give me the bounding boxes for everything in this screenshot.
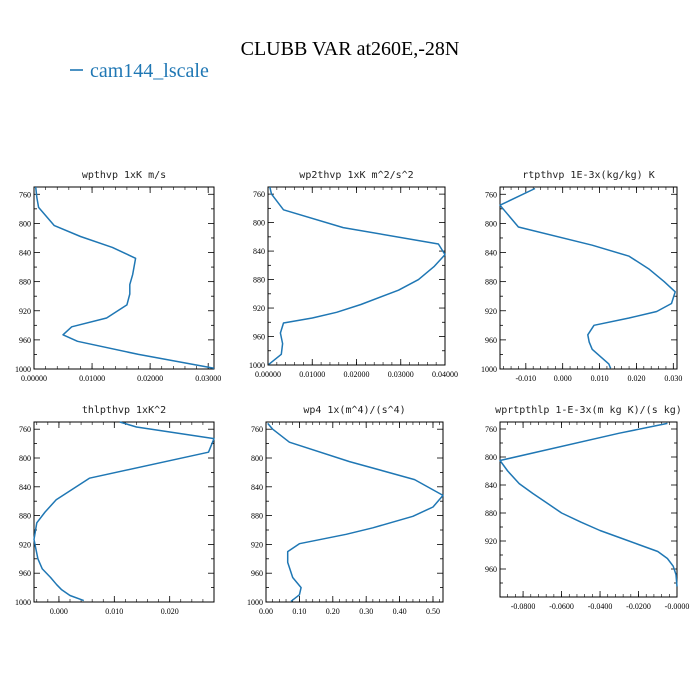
x-tick-label: 0.03000 <box>195 374 221 383</box>
y-tick-label: 800 <box>251 454 263 463</box>
subplot-2: wp2thvp 1xK m^2/s^2 760 800 840 880 920 960 100… <box>249 170 458 379</box>
y-tick-label: 960 <box>485 565 497 574</box>
figure-title: CLUBB VAR at260E,-28N <box>241 38 460 60</box>
y-tick-label: 1000 <box>481 365 497 374</box>
subplot-title: wpthvp 1xK m/s <box>82 170 166 181</box>
y-tick-label: 920 <box>19 307 31 316</box>
plot-frame <box>33 186 215 370</box>
y-tick-label: 1000 <box>249 361 265 370</box>
x-tick-label: 0.010 <box>591 374 609 383</box>
plot-frame <box>499 421 678 598</box>
series-line-cam144-lscale <box>268 186 446 365</box>
y-tick-label: 880 <box>251 512 263 521</box>
x-tick-label: 0.00 <box>259 607 273 616</box>
y-tick-label: 760 <box>19 425 31 434</box>
series-line-cam144-lscale <box>499 187 676 369</box>
y-tick-label: 800 <box>485 453 497 462</box>
x-tick-label: 0.03000 <box>388 370 414 379</box>
x-tick-label: 0.00000 <box>255 370 281 379</box>
x-tick-label: 0.01000 <box>79 374 105 383</box>
y-tick-label: 920 <box>19 540 31 549</box>
y-tick-label: 920 <box>485 307 497 316</box>
subplot-title: thlpthvp 1xK^2 <box>82 405 166 416</box>
series-line-cam144-lscale <box>267 422 444 602</box>
x-tick-label: 0.02000 <box>344 370 370 379</box>
x-tick-label: -0.0600 <box>549 602 574 611</box>
x-tick-label: 0.00000 <box>21 374 47 383</box>
y-tick-label: 880 <box>485 278 497 287</box>
y-tick-label: 880 <box>19 278 31 287</box>
y-tick-label: 960 <box>19 336 31 345</box>
x-tick-label: 0.30 <box>359 607 373 616</box>
subplot-title: wp4 1x(m^4)/(s^4) <box>303 405 405 416</box>
x-tick-label: 0.40 <box>393 607 407 616</box>
x-tick-label: 0.20 <box>326 607 340 616</box>
plot-frame <box>265 421 444 603</box>
y-tick-label: 920 <box>251 540 263 549</box>
x-tick-label: -0.0400 <box>588 602 613 611</box>
y-tick-label: 760 <box>19 190 31 199</box>
x-tick-label: 0.020 <box>627 374 645 383</box>
y-tick-label: 960 <box>19 569 31 578</box>
plot-frame <box>499 186 678 370</box>
y-tick-label: 1000 <box>15 365 31 374</box>
x-tick-label: 0.04000 <box>432 370 458 379</box>
x-tick-label: 0.50 <box>426 607 440 616</box>
subplot-6: wprtpthlp 1-E-3x(m kg K)/(s kg) 760 800 840… <box>485 405 689 611</box>
x-tick-label: -0.010 <box>515 374 536 383</box>
x-tick-label: -0.0800 <box>511 602 536 611</box>
y-tick-label: 760 <box>253 190 265 199</box>
y-tick-label: 800 <box>19 454 31 463</box>
x-tick-label: 0.000 <box>50 607 68 616</box>
y-tick-label: 960 <box>251 569 263 578</box>
y-tick-label: 840 <box>485 249 497 258</box>
y-tick-label: 920 <box>485 537 497 546</box>
subplot-title: wp2thvp 1xK m^2/s^2 <box>299 170 413 181</box>
y-tick-label: 880 <box>485 509 497 518</box>
subplot-title: rtpthvp 1E-3x(kg/kg) K <box>522 170 654 181</box>
series-line-cam144-lscale <box>33 421 215 602</box>
y-tick-label: 760 <box>485 425 497 434</box>
x-tick-label: -0.0000 <box>665 602 690 611</box>
y-tick-label: 1000 <box>15 598 31 607</box>
x-tick-label: 0.010 <box>105 607 123 616</box>
y-tick-label: 760 <box>251 425 263 434</box>
y-tick-label: 880 <box>253 276 265 285</box>
y-tick-label: 800 <box>19 219 31 228</box>
y-tick-label: 760 <box>485 190 497 199</box>
subplot-3: rtpthvp 1E-3x(kg/kg) K 760 800 840 880 920 960… <box>481 170 682 383</box>
series-line-cam144-lscale <box>499 422 678 587</box>
y-tick-label: 840 <box>19 483 31 492</box>
y-tick-label: 1000 <box>247 598 263 607</box>
y-tick-label: 800 <box>253 219 265 228</box>
y-tick-label: 920 <box>253 304 265 313</box>
subplot-1: wpthvp 1xK m/s 760 800 840 880 920 960 10000.00… <box>15 170 221 383</box>
subplot-title: wprtpthlp 1-E-3x(m kg K)/(s kg) <box>495 405 682 416</box>
x-tick-label: -0.0200 <box>626 602 651 611</box>
y-tick-label: 960 <box>485 336 497 345</box>
y-tick-label: 840 <box>19 249 31 258</box>
x-tick-label: 0.030 <box>664 374 682 383</box>
legend-label: cam144_lscale <box>90 60 209 82</box>
x-tick-label: 0.02000 <box>137 374 163 383</box>
y-tick-label: 840 <box>485 481 497 490</box>
x-tick-label: 0.020 <box>161 607 179 616</box>
y-tick-label: 840 <box>251 483 263 492</box>
x-tick-label: 0.000 <box>554 374 572 383</box>
x-tick-label: 0.10 <box>292 607 306 616</box>
series-line-cam144-lscale <box>34 186 215 370</box>
plot-frame <box>33 421 215 603</box>
y-tick-label: 960 <box>253 333 265 342</box>
subplot-5: wp4 1x(m^4)/(s^4)76080084088092096010000… <box>247 405 444 616</box>
x-tick-label: 0.01000 <box>299 370 325 379</box>
y-tick-label: 800 <box>485 219 497 228</box>
y-tick-label: 840 <box>253 247 265 256</box>
subplot-grid: wpthvp 1xK m/s76080084088092096010000.00… <box>15 170 689 616</box>
y-tick-label: 880 <box>19 512 31 521</box>
subplot-4: thlpthvp 1xK^2 760 800 840 880 920 960 1000 0.00… <box>15 405 215 616</box>
